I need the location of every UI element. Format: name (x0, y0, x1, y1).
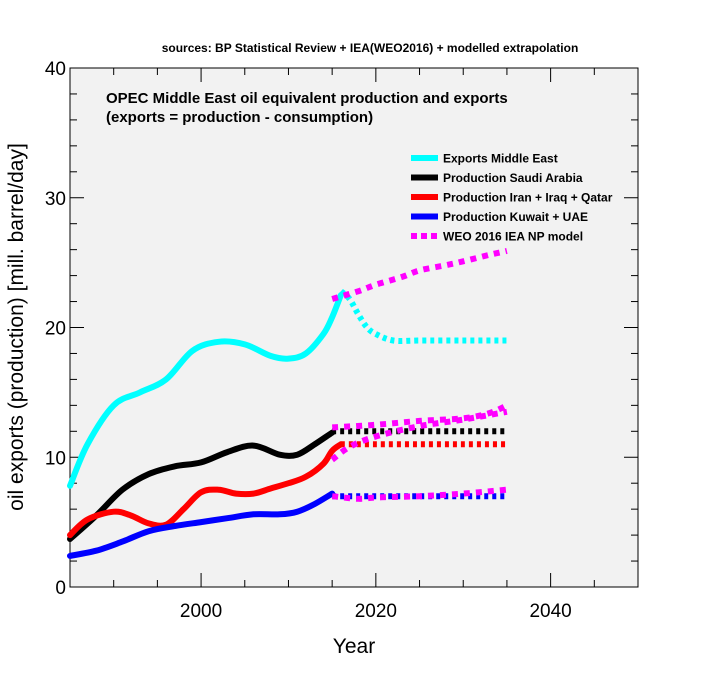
legend-label: Production Iran + Iraq + Qatar (443, 191, 613, 205)
y-tick-label: 0 (55, 578, 66, 599)
legend-label: Exports Middle East (443, 152, 558, 166)
plot-area (69, 67, 639, 588)
series-line-exports-middle-east-extrapolation (338, 288, 507, 344)
y-tick-label: 30 (45, 189, 66, 210)
legend: Exports Middle East Production Saudi Arab… (411, 152, 613, 244)
chart-subtitle: sources: BP Statistical Review + IEA(WEO… (162, 41, 579, 55)
y-axis-title: oil exports (production) [mill. barrel/d… (5, 143, 28, 511)
chart-title-line-1: OPEC Middle East oil equivalent producti… (106, 90, 508, 107)
x-tick-label: 2020 (355, 601, 397, 622)
legend-label: WEO 2016 IEA NP model (443, 230, 583, 244)
series-line-weo-model-saudi-arabia (332, 402, 509, 431)
x-axis-title: Year (333, 635, 375, 658)
legend-label: Production Saudi Arabia (443, 171, 583, 185)
y-tick-label: 40 (45, 59, 66, 80)
series-line-production-kuwait-uae (67, 490, 336, 559)
y-tick-label: 20 (45, 319, 66, 340)
legend-label: Production Kuwait + UAE (443, 210, 588, 224)
series-line-exports-middle-east (67, 292, 344, 489)
series-line-weo-model-kuwait-uae (331, 486, 508, 502)
series-line-weo-2016-iea-np-model (331, 247, 508, 302)
axis-tick-labels: 2000 2020 2040 0 10 20 30 40 (45, 59, 572, 622)
x-tick-label: 2000 (180, 601, 222, 622)
y-tick-label: 10 (45, 448, 66, 469)
series-line-production-iran-iraq-qatar (67, 441, 344, 539)
axis-ticks (70, 68, 638, 587)
chart-title-line-2: (exports = production - consumption) (106, 109, 373, 126)
series-layer (67, 247, 509, 559)
series-line-production-saudi-arabia (67, 429, 336, 542)
x-tick-label: 2040 (529, 601, 571, 622)
